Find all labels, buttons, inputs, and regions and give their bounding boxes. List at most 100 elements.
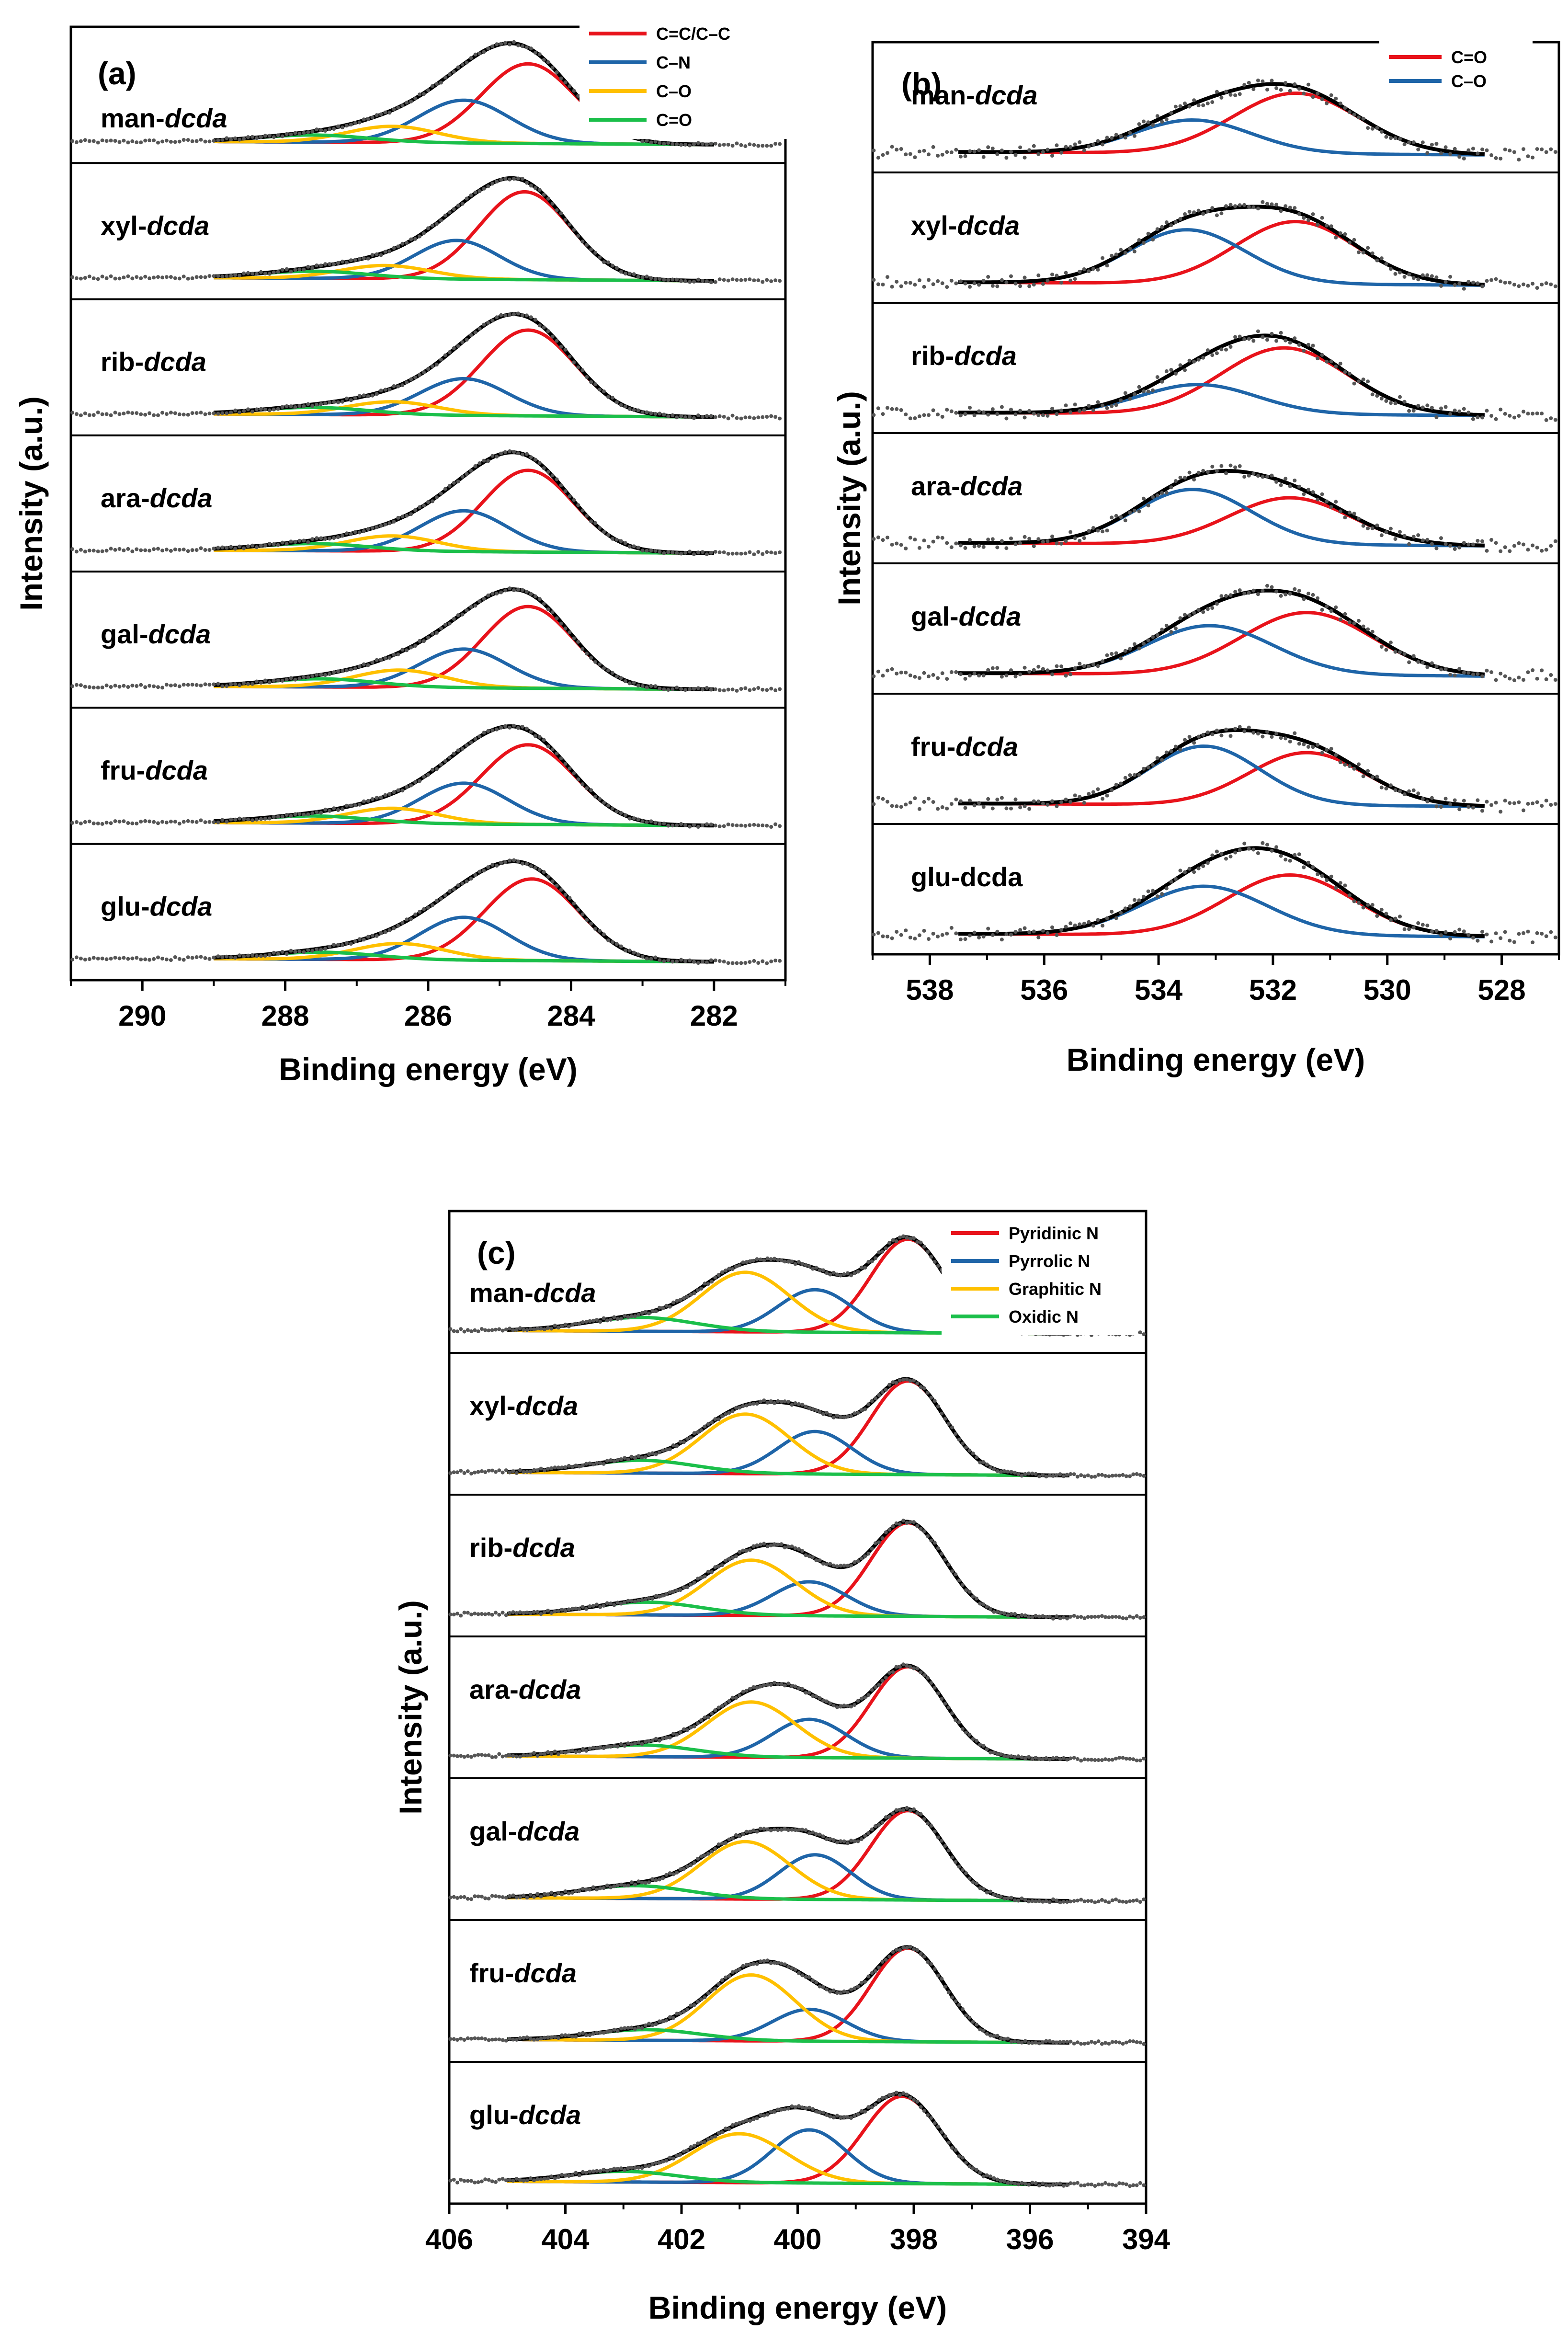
data-point xyxy=(972,930,977,935)
sample-suffix: dcda xyxy=(148,619,211,649)
data-point xyxy=(967,1590,972,1594)
component-curve-pyrrolic-n xyxy=(507,2007,1069,2045)
data-point xyxy=(1142,389,1146,393)
data-point xyxy=(595,1318,599,1322)
data-point xyxy=(636,2025,641,2030)
data-point xyxy=(1522,147,1525,151)
data-point xyxy=(675,823,679,827)
data-point xyxy=(598,797,602,801)
data-point xyxy=(246,544,250,549)
data-point xyxy=(143,138,148,143)
data-point xyxy=(284,677,289,682)
data-point xyxy=(518,1326,522,1330)
data-point xyxy=(1000,675,1004,679)
data-point xyxy=(574,2171,578,2175)
data-point xyxy=(1016,1898,1021,1903)
data-point xyxy=(602,1746,606,1750)
data-point xyxy=(943,1844,947,1848)
data-point xyxy=(943,1985,947,1989)
data-point xyxy=(297,812,302,816)
data-point xyxy=(769,1257,773,1261)
data-point xyxy=(886,275,889,279)
data-point xyxy=(576,907,580,912)
spectrum-row: rib-dcda xyxy=(70,311,782,421)
data-point xyxy=(804,2106,808,2110)
data-point xyxy=(254,407,259,412)
data-point xyxy=(598,1605,602,1609)
data-point xyxy=(96,956,100,961)
data-point xyxy=(1320,353,1324,357)
data-point xyxy=(675,1589,679,1593)
data-point xyxy=(563,1609,568,1613)
data-point xyxy=(1064,797,1068,801)
data-point xyxy=(842,1272,846,1276)
data-point xyxy=(1018,928,1023,932)
data-point xyxy=(431,903,434,907)
data-point xyxy=(1114,514,1118,518)
data-point xyxy=(922,1673,926,1677)
data-point xyxy=(1274,589,1279,594)
data-point xyxy=(1041,1899,1045,1904)
data-point xyxy=(977,409,981,413)
data-point xyxy=(70,821,74,825)
data-point xyxy=(1187,104,1192,109)
data-point xyxy=(332,943,336,947)
data-point xyxy=(859,1556,864,1561)
data-point xyxy=(130,821,135,825)
data-point xyxy=(748,2119,752,2123)
data-point xyxy=(995,1469,1000,1473)
data-point xyxy=(1398,137,1402,141)
data-point xyxy=(499,451,503,456)
component-curve-pyrrolic-n xyxy=(507,1717,1069,1761)
sample-label: xyl-dcda xyxy=(911,210,1020,240)
data-point xyxy=(494,1755,498,1759)
data-point xyxy=(730,1970,735,1974)
data-point xyxy=(591,2169,595,2173)
sample-prefix: xyl- xyxy=(101,210,147,240)
data-point xyxy=(884,1675,888,1680)
data-point xyxy=(717,143,722,147)
data-point xyxy=(1032,412,1036,416)
data-point xyxy=(1030,1899,1034,1903)
data-point xyxy=(696,1577,700,1581)
data-point xyxy=(1016,2182,1021,2186)
data-point xyxy=(671,2016,675,2020)
data-point xyxy=(629,2166,634,2170)
data-point xyxy=(1540,147,1544,151)
data-point xyxy=(1072,1899,1076,1903)
data-point xyxy=(1416,404,1420,408)
data-point xyxy=(504,1613,508,1617)
data-point xyxy=(524,726,529,731)
data-point xyxy=(945,806,949,811)
data-point xyxy=(79,276,83,281)
data-point xyxy=(1105,136,1109,140)
data-point xyxy=(845,1271,850,1275)
data-point xyxy=(842,1415,846,1419)
data-point xyxy=(276,951,280,956)
data-point xyxy=(387,388,392,392)
data-point xyxy=(113,956,117,960)
component-curve-c-o xyxy=(958,873,1485,938)
data-point xyxy=(703,2140,707,2144)
data-point xyxy=(765,1827,770,1831)
data-point xyxy=(370,526,375,530)
data-point xyxy=(246,271,250,275)
data-point xyxy=(1228,593,1233,597)
data-point xyxy=(769,1961,773,1965)
data-point xyxy=(459,1613,463,1618)
data-point xyxy=(1357,516,1361,521)
data-point xyxy=(922,1386,926,1390)
data-point xyxy=(990,407,995,412)
data-point xyxy=(756,961,761,965)
data-point xyxy=(1131,2039,1136,2044)
data-point xyxy=(1393,916,1398,921)
data-point xyxy=(975,2023,978,2027)
data-point xyxy=(1366,526,1370,530)
data-point xyxy=(1100,2042,1104,2046)
data-point xyxy=(1027,148,1032,152)
data-point xyxy=(584,2033,589,2037)
data-point xyxy=(696,141,700,145)
data-point xyxy=(1000,278,1004,282)
data-point xyxy=(913,937,917,941)
data-point xyxy=(1480,674,1484,678)
